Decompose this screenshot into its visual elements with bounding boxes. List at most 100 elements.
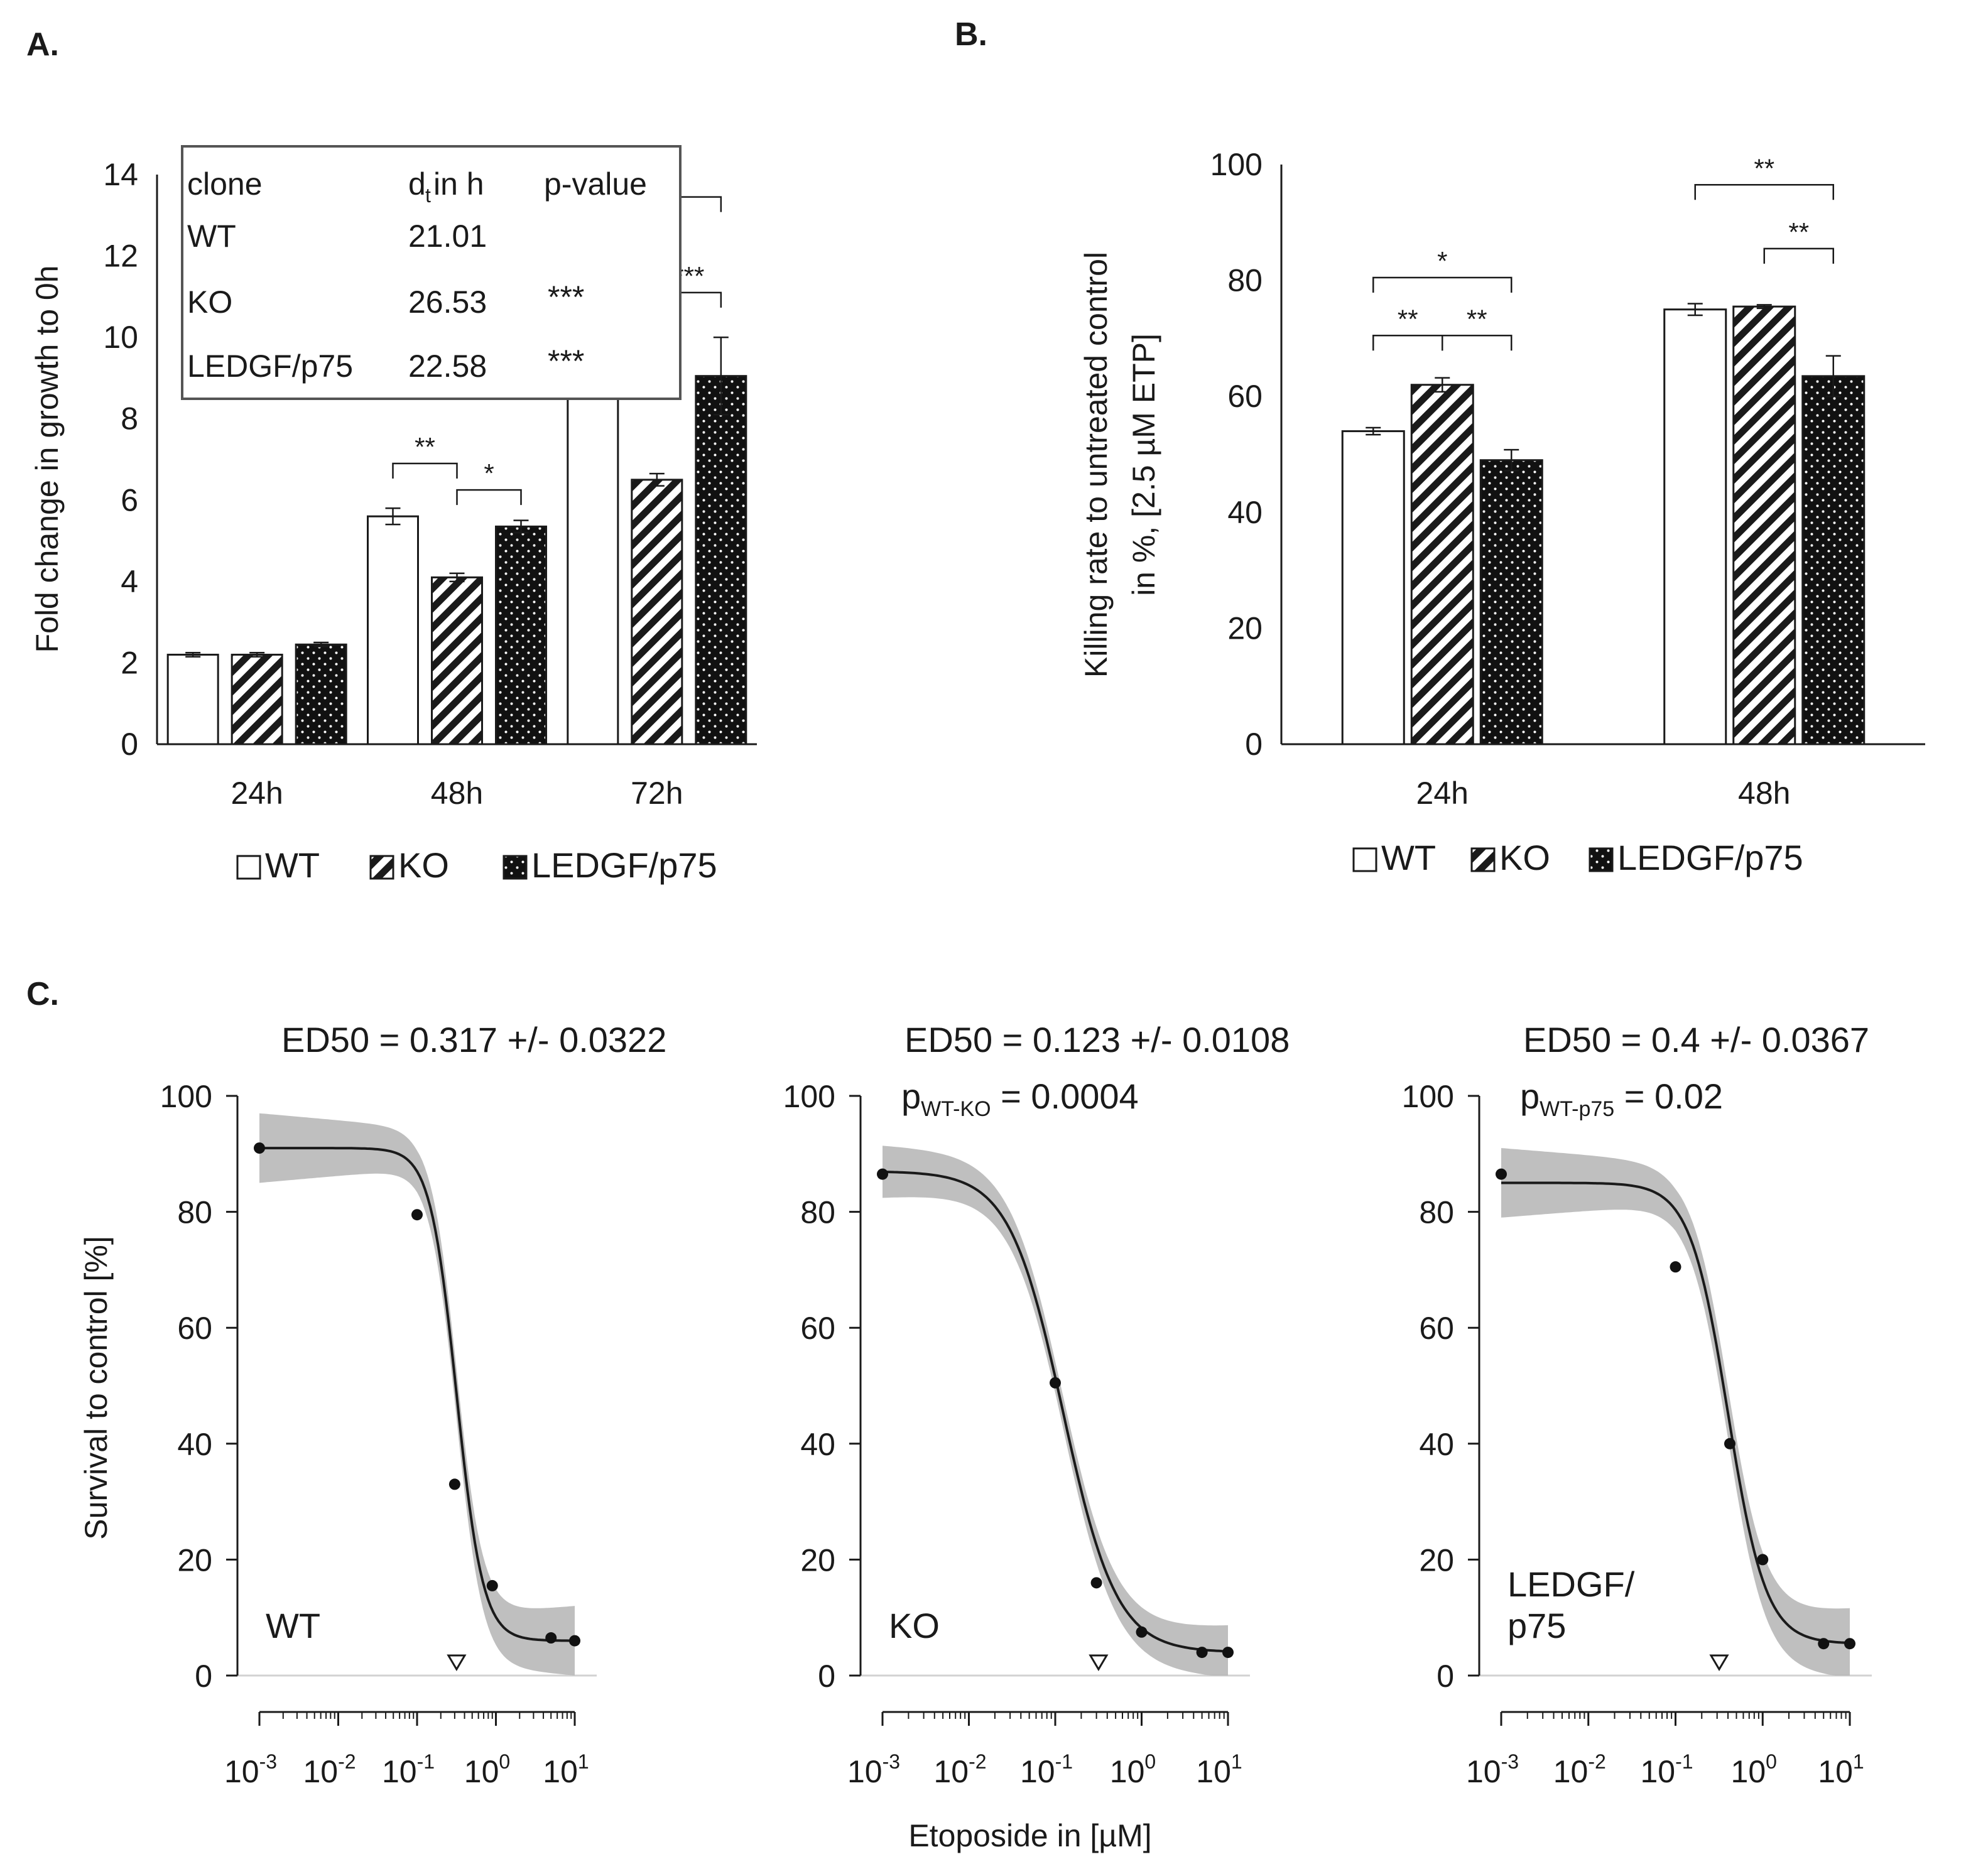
y-tick-label: 0 (1437, 1659, 1454, 1694)
y-tick-label: 20 (1227, 610, 1263, 646)
data-point (569, 1635, 580, 1647)
bar (231, 653, 283, 745)
bar (1410, 384, 1474, 745)
y-tick-label: 40 (1227, 495, 1263, 530)
x-tick-base: 10 (847, 1754, 883, 1789)
significance-bracket (1372, 276, 1513, 293)
significance-bracket (1763, 247, 1834, 264)
ed50-annotation: ED50 = 0.123 +/- 0.0108 (904, 1020, 1290, 1059)
y-tick-label: 100 (160, 1079, 212, 1114)
x-tick-label: 100 (1110, 1750, 1156, 1789)
significance-bracket (392, 462, 458, 479)
legend-swatch (236, 855, 261, 880)
significance-bracket (456, 489, 522, 506)
y-tick-label: 80 (1227, 263, 1263, 298)
p-value-number: = 0.0004 (991, 1076, 1139, 1116)
x-tick-label: 48h (431, 776, 483, 811)
bar (1341, 430, 1405, 745)
x-tick-label: 101 (543, 1750, 589, 1789)
x-tick-exponent: -2 (1588, 1750, 1605, 1773)
data-point (1844, 1638, 1855, 1650)
inset-cell-p: *** (548, 344, 584, 379)
legend-swatch (1589, 847, 1614, 872)
significance-label: ** (1467, 304, 1487, 333)
y-tick-label: 20 (1419, 1542, 1454, 1578)
significance-label: * (1437, 246, 1447, 276)
x-tick-base: 10 (1020, 1754, 1055, 1789)
x-tick-exponent: 0 (1766, 1750, 1777, 1773)
x-tick-base: 10 (1553, 1754, 1589, 1789)
x-tick-base: 10 (224, 1754, 259, 1789)
data-point (1818, 1638, 1830, 1650)
data-point (1090, 1577, 1102, 1589)
y-tick-label: 80 (1419, 1195, 1454, 1230)
legend-label: LEDGF/p75 (531, 845, 717, 885)
y-tick-label: 8 (121, 401, 138, 436)
x-tick-label: 24h (1416, 776, 1469, 811)
x-tick-label: 10-3 (847, 1750, 900, 1789)
y-tick-label: 6 (121, 482, 138, 517)
inset-cell-clone: WT (187, 219, 236, 254)
data-point (1196, 1647, 1208, 1659)
inset-cell-clone: LEDGF/p75 (187, 349, 353, 384)
legend-swatch (369, 855, 394, 880)
y-tick-label: 2 (121, 645, 138, 680)
y-axis-label: Survival to control [%] (79, 1236, 114, 1540)
panel-a-letter: A. (26, 26, 59, 63)
legend-label: WT (265, 845, 320, 885)
bar (1732, 305, 1796, 745)
y-tick-label: 14 (103, 157, 138, 192)
x-tick-label: 10-2 (1553, 1750, 1606, 1789)
x-tick-base: 10 (1731, 1754, 1766, 1789)
x-tick-exponent: 0 (1144, 1750, 1156, 1773)
bar (1801, 375, 1866, 745)
x-tick-label: 10-1 (1640, 1750, 1693, 1789)
y-tick-label: 60 (800, 1311, 835, 1346)
x-tick-exponent: -1 (1055, 1750, 1073, 1773)
inset-cell-p: *** (548, 279, 584, 315)
panel-b-letter: B. (955, 16, 987, 53)
ed50-marker (1709, 1654, 1729, 1671)
data-point (1050, 1377, 1061, 1389)
x-tick-label: 24h (231, 776, 283, 811)
inset-cell-clone: KO (187, 284, 232, 320)
significance-bracket (1694, 184, 1834, 200)
data-point (254, 1142, 265, 1154)
data-point (411, 1209, 423, 1221)
bar (495, 525, 547, 745)
clone-label: p75 (1507, 1606, 1566, 1645)
x-tick-label: 101 (1818, 1750, 1864, 1789)
x-tick-label: 10-2 (933, 1750, 986, 1789)
y-tick-label: 0 (121, 727, 138, 762)
x-tick-base: 10 (382, 1754, 417, 1789)
inset-header-dt-sub: t (425, 184, 431, 207)
x-tick-base: 10 (1196, 1754, 1231, 1789)
ed50-annotation: ED50 = 0.317 +/- 0.0322 (281, 1020, 666, 1059)
inset-header-dt-unit: in h (433, 166, 484, 202)
x-tick-label: 100 (464, 1750, 510, 1789)
x-tick-base: 10 (464, 1754, 499, 1789)
x-tick-base: 10 (303, 1754, 338, 1789)
y-tick-label: 0 (195, 1659, 212, 1694)
y-axis-label: Fold change in growth to 0h (30, 265, 65, 653)
x-tick-exponent: -3 (883, 1750, 900, 1773)
fit-curve (1501, 1181, 1850, 1645)
data-point (486, 1579, 498, 1591)
p-value-annotation: pWT-p75 = 0.02 (1520, 1076, 1723, 1121)
y-tick-label: 0 (1245, 727, 1263, 762)
y-axis-label: Killing rate to untreated control (1078, 252, 1114, 678)
p-value-subscript: WT-KO (921, 1097, 991, 1121)
ed50-marker (1089, 1654, 1109, 1671)
bar (166, 653, 219, 745)
x-tick-label: 10-2 (303, 1750, 356, 1789)
y-tick-label: 12 (103, 239, 138, 274)
inset-cell-dt: 21.01 (408, 219, 487, 254)
bar (431, 576, 483, 745)
panel-a-chart: 0246810121424h48h72h************WTKOLEDG… (30, 145, 757, 885)
significance-bracket (1442, 335, 1513, 351)
x-tick-exponent: 1 (1853, 1750, 1864, 1773)
data-point (1724, 1438, 1735, 1449)
